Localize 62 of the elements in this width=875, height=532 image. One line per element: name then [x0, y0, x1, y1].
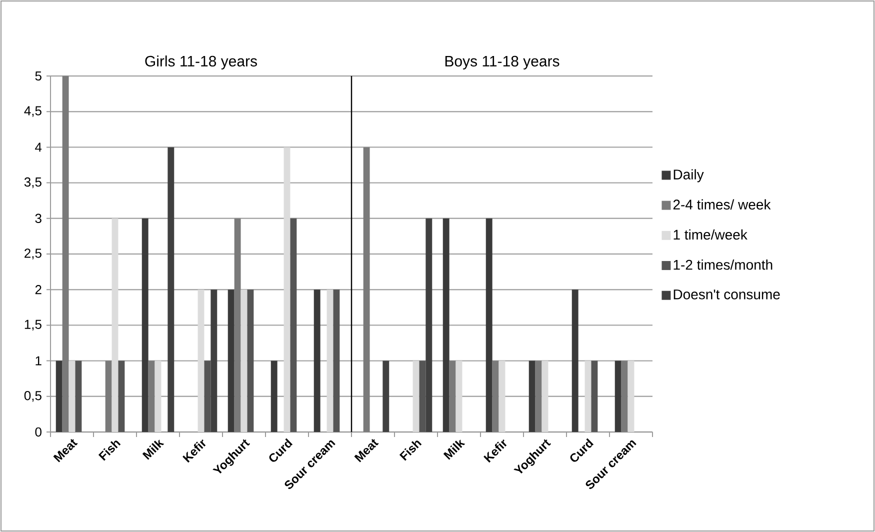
bar — [228, 290, 234, 432]
y-tick-label: 3 — [35, 214, 42, 223]
bar — [412, 360, 420, 432]
bar — [382, 360, 390, 432]
bar — [142, 218, 148, 432]
y-tick-label: 3,5 — [24, 177, 42, 188]
bar — [284, 147, 290, 432]
bar — [154, 360, 162, 432]
legend-label: Doesn't consume — [674, 290, 780, 300]
bar — [621, 360, 628, 432]
bar — [449, 360, 456, 432]
y-tick-label: 0,5 — [24, 391, 42, 402]
bar — [442, 218, 450, 432]
bar — [572, 290, 578, 432]
bar — [62, 76, 69, 432]
legend-label: 1 time/week — [674, 229, 748, 240]
bar — [584, 360, 592, 432]
bar — [486, 218, 492, 432]
bar — [314, 290, 320, 432]
bar — [333, 290, 340, 432]
legend-label: 2-4 times/ week — [673, 199, 771, 210]
bar — [492, 360, 499, 432]
bar — [528, 360, 536, 432]
bar — [614, 360, 622, 432]
bar — [105, 360, 112, 432]
bar — [498, 360, 506, 432]
bar — [426, 218, 432, 432]
bar — [542, 360, 548, 432]
bar — [204, 360, 211, 432]
bar — [290, 218, 297, 432]
bar — [234, 218, 241, 432]
y-tick-label: 2 — [35, 285, 42, 294]
bar — [148, 360, 155, 432]
chart-title: Boys 11-18 years — [445, 56, 560, 70]
bar — [535, 360, 542, 432]
bar — [198, 290, 204, 432]
bar — [628, 360, 634, 432]
y-tick-label: 1,5 — [24, 320, 42, 330]
chart-title: Girls 11-18 years — [145, 55, 257, 70]
bar — [112, 218, 118, 432]
bar — [68, 360, 76, 432]
bar — [168, 147, 174, 432]
y-tick-label: 2,5 — [24, 248, 42, 260]
bar — [326, 290, 334, 432]
bar — [118, 360, 125, 432]
legend-label: Daily — [674, 169, 704, 182]
legend-label: 1-2 times/month — [674, 259, 772, 270]
y-tick-label: 4,5 — [24, 106, 42, 117]
bar — [419, 360, 426, 432]
bar — [591, 360, 598, 432]
bar — [363, 147, 370, 432]
bar — [56, 360, 62, 432]
y-tick-label: 0 — [35, 427, 42, 437]
bar — [456, 360, 462, 432]
bar — [240, 290, 248, 432]
bar — [75, 360, 82, 432]
y-tick-label: 1 — [36, 356, 42, 366]
y-tick-label: 4 — [35, 142, 42, 152]
bar — [270, 360, 278, 432]
y-tick-label: 5 — [35, 71, 42, 81]
bar — [210, 290, 218, 432]
bar — [247, 290, 254, 432]
